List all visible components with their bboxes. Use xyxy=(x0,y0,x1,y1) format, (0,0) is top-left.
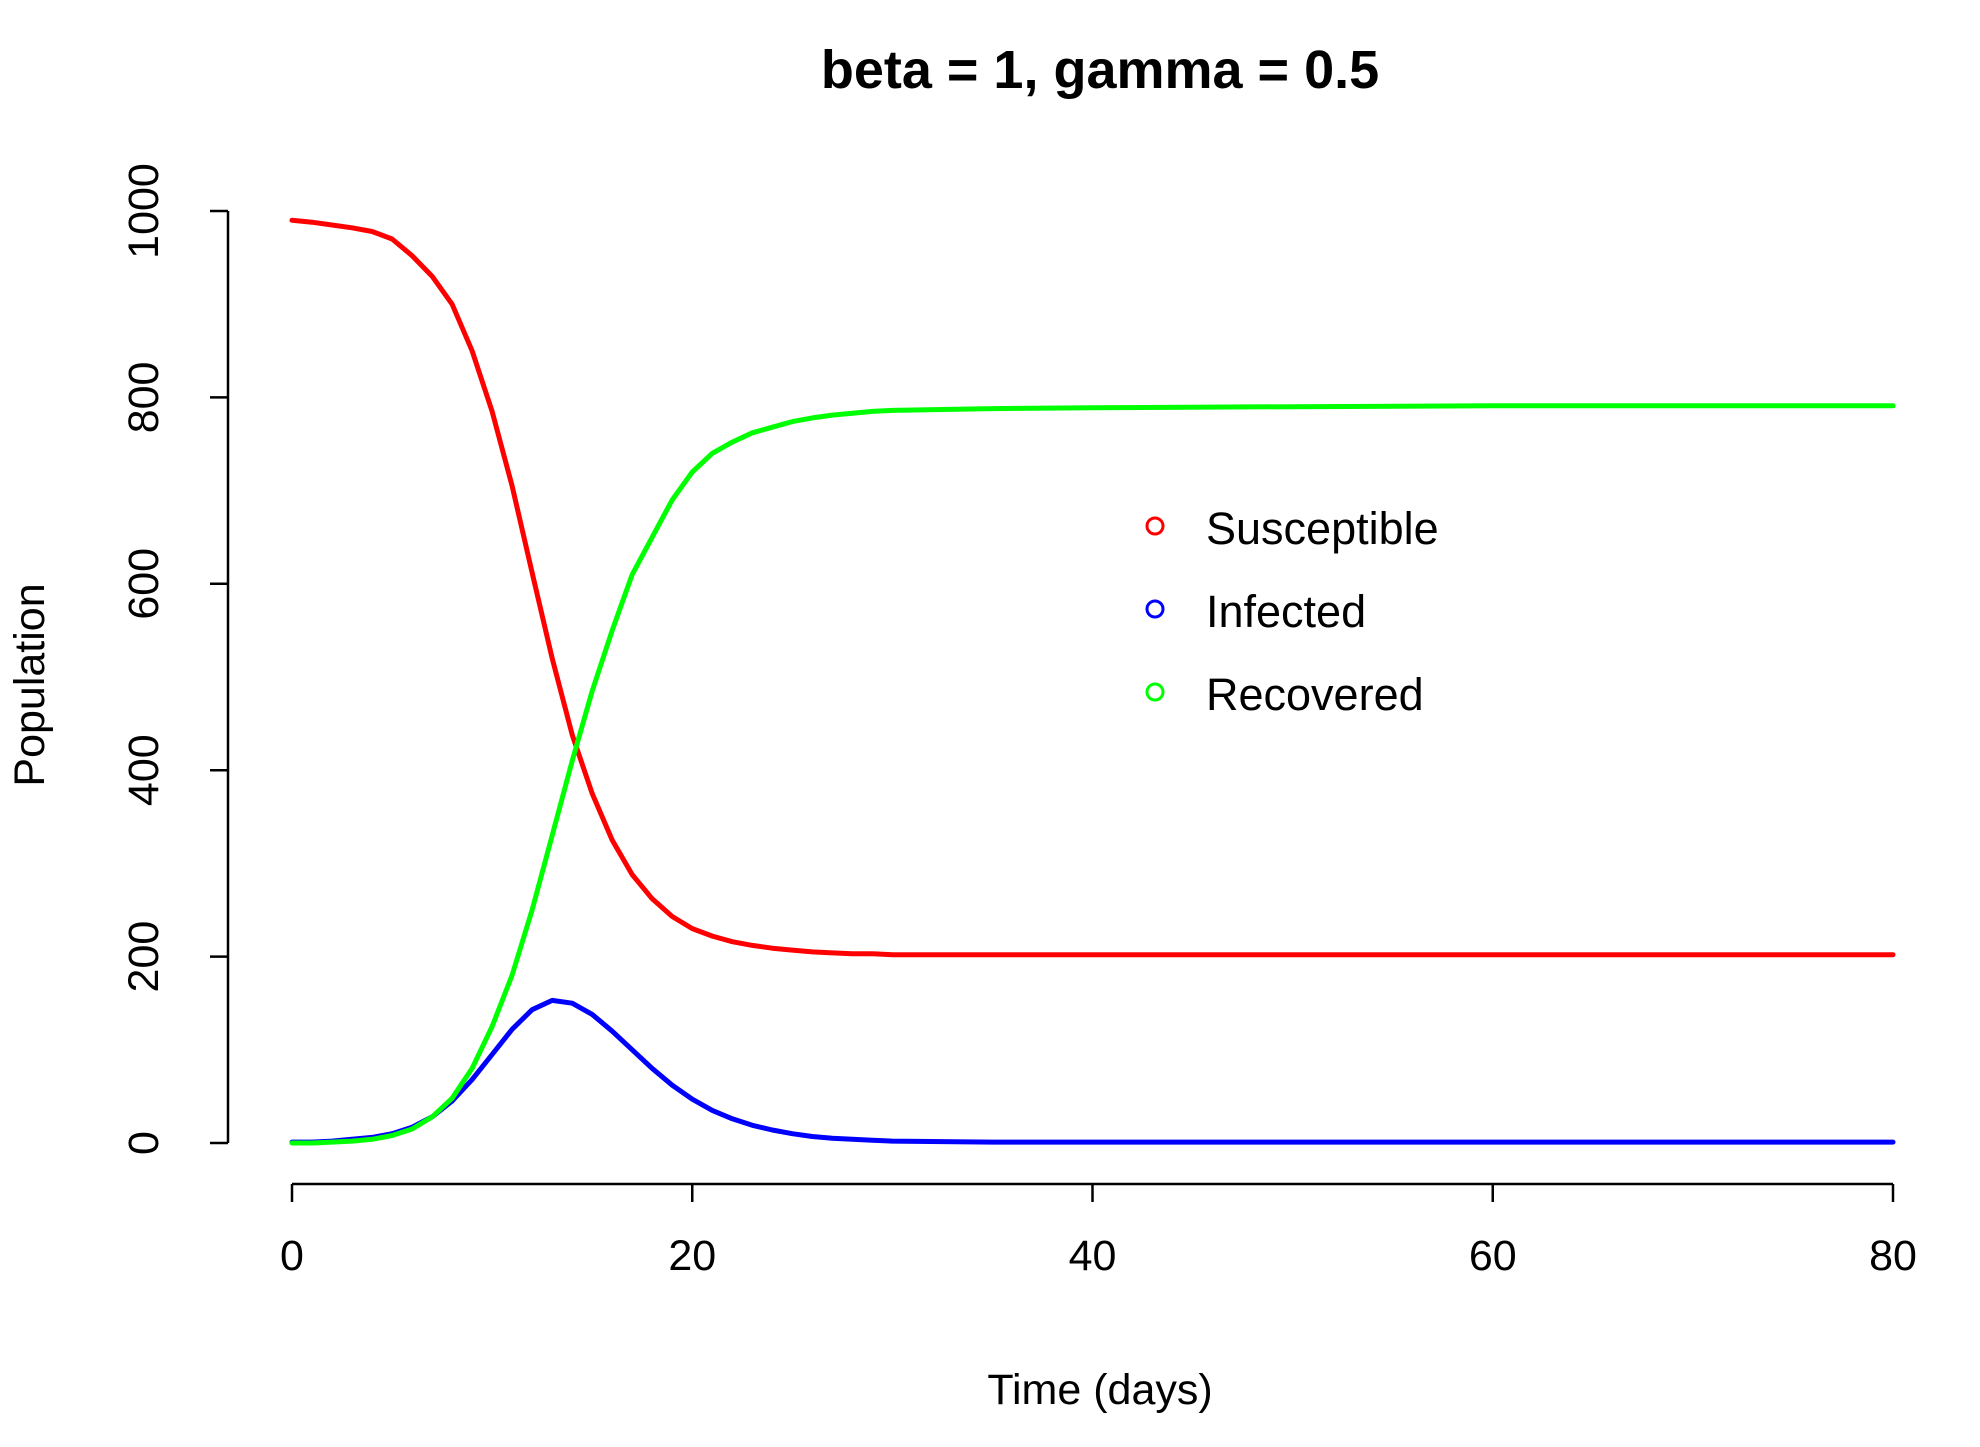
series-line-infected xyxy=(289,997,1896,1145)
y-tick-label: 800 xyxy=(120,362,168,434)
legend-marker-infected xyxy=(1145,599,1165,619)
x-tick-label: 0 xyxy=(280,1232,304,1280)
y-tick-label: 1000 xyxy=(120,163,168,259)
axes: 0 200 400 600 800 1000 0 20 40 60 80 xyxy=(120,163,1917,1280)
y-tick-label: 200 xyxy=(120,921,168,993)
x-ticks: 0 20 40 60 80 xyxy=(280,1184,1917,1280)
legend-label-recovered: Recovered xyxy=(1206,669,1424,720)
y-axis-label: Population xyxy=(6,583,54,786)
x-tick-label: 20 xyxy=(668,1232,716,1280)
y-tick-label: 400 xyxy=(120,734,168,806)
series-line-susceptible xyxy=(289,217,1896,958)
legend-label-infected: Infected xyxy=(1206,586,1366,637)
legend-marker-recovered xyxy=(1145,682,1165,702)
y-tick-label: 600 xyxy=(120,548,168,620)
legend: Susceptible Infected Recovered xyxy=(1145,503,1439,720)
chart-title: beta = 1, gamma = 0.5 xyxy=(821,40,1379,100)
legend-label-susceptible: Susceptible xyxy=(1206,503,1439,554)
series-line-recovered xyxy=(289,403,1896,1146)
x-axis-label: Time (days) xyxy=(987,1366,1212,1414)
x-tick-label: 80 xyxy=(1869,1232,1917,1280)
x-tick-label: 60 xyxy=(1469,1232,1517,1280)
y-tick-label: 0 xyxy=(120,1131,168,1155)
y-ticks: 0 200 400 600 800 1000 xyxy=(120,163,228,1155)
x-tick-label: 40 xyxy=(1069,1232,1117,1280)
series-group xyxy=(289,217,1896,1146)
legend-marker-susceptible xyxy=(1145,516,1165,536)
